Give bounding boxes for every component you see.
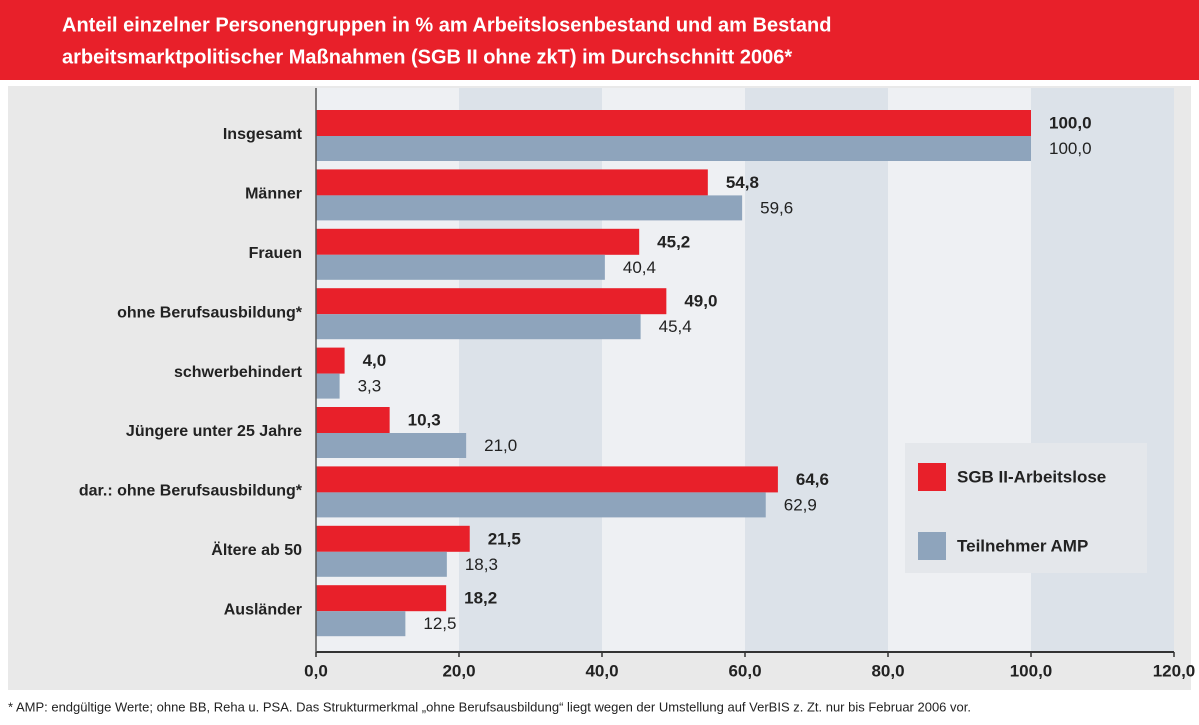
x-tick-label: 60,0 — [728, 661, 761, 680]
x-tick-label: 100,0 — [1010, 661, 1053, 680]
y-tick-label: Insgesamt — [223, 126, 303, 143]
value-label: 54,8 — [726, 173, 759, 192]
bar — [316, 585, 447, 612]
value-label: 21,0 — [484, 436, 517, 455]
bar — [316, 136, 1031, 161]
x-tick-label: 120,0 — [1153, 661, 1196, 680]
title-band — [0, 0, 1199, 80]
y-tick-label: Jüngere unter 25 Jahre — [126, 423, 302, 440]
value-label: 49,0 — [684, 292, 717, 311]
y-tick-label: dar.: ohne Berufsausbildung* — [79, 483, 303, 500]
legend-swatch — [918, 463, 946, 491]
bar — [316, 347, 345, 374]
y-tick-label: Ausländer — [224, 601, 302, 618]
value-label: 40,4 — [623, 258, 656, 277]
bar — [316, 169, 708, 196]
bar — [316, 288, 667, 315]
y-tick-label: Ältere ab 50 — [211, 541, 302, 559]
footnote: * AMP: endgültige Werte; ohne BB, Reha u… — [8, 699, 971, 714]
bar — [316, 407, 390, 433]
legend-label: Teilnehmer AMP — [957, 536, 1088, 555]
bar — [316, 551, 447, 577]
value-label: 100,0 — [1049, 139, 1092, 158]
legend-label: SGB II-Arbeitslose — [957, 467, 1106, 486]
bar — [316, 254, 605, 280]
value-label: 100,0 — [1049, 113, 1092, 132]
value-label: 45,2 — [657, 232, 690, 251]
y-tick-label: ohne Berufsausbildung* — [117, 304, 303, 321]
bar — [316, 110, 1031, 136]
value-label: 3,3 — [358, 377, 382, 396]
value-label: 64,6 — [796, 470, 829, 489]
value-label: 62,9 — [784, 495, 817, 514]
value-label: 59,6 — [760, 198, 793, 217]
x-tick-label: 40,0 — [585, 661, 618, 680]
bar — [316, 466, 778, 493]
y-tick-label: schwerbehindert — [174, 364, 303, 381]
bar — [316, 373, 340, 399]
value-label: 12,5 — [423, 614, 456, 633]
bar — [316, 611, 406, 637]
bar — [316, 195, 743, 221]
value-label: 4,0 — [363, 351, 387, 370]
chart-title: arbeitsmarktpolitischer Maßnahmen (SGB I… — [62, 46, 792, 68]
bar — [316, 228, 640, 255]
bar — [316, 525, 470, 552]
y-tick-label: Männer — [245, 186, 302, 203]
x-tick-label: 0,0 — [304, 661, 328, 680]
value-label: 10,3 — [408, 410, 441, 429]
grid-band — [745, 88, 888, 652]
y-tick-label: Frauen — [249, 245, 302, 262]
value-label: 18,2 — [464, 589, 497, 608]
value-label: 21,5 — [488, 529, 521, 548]
bar — [316, 314, 641, 340]
bar — [316, 492, 766, 518]
value-label: 18,3 — [465, 555, 498, 574]
value-label: 45,4 — [659, 317, 692, 336]
legend-swatch — [918, 532, 946, 560]
chart-title: Anteil einzelner Personengruppen in % am… — [62, 14, 831, 36]
x-tick-label: 20,0 — [442, 661, 475, 680]
bar — [316, 433, 467, 458]
x-tick-label: 80,0 — [871, 661, 904, 680]
